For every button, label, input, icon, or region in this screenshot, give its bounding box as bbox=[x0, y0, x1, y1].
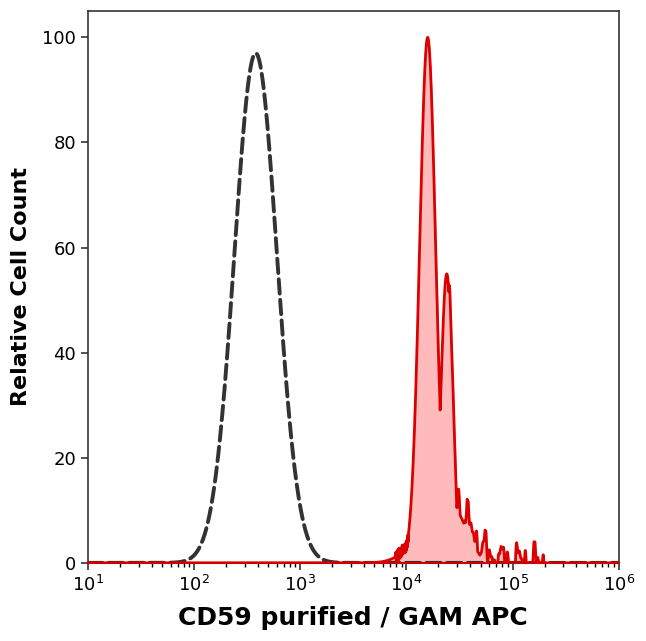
Y-axis label: Relative Cell Count: Relative Cell Count bbox=[11, 167, 31, 406]
X-axis label: CD59 purified / GAM APC: CD59 purified / GAM APC bbox=[178, 606, 528, 630]
